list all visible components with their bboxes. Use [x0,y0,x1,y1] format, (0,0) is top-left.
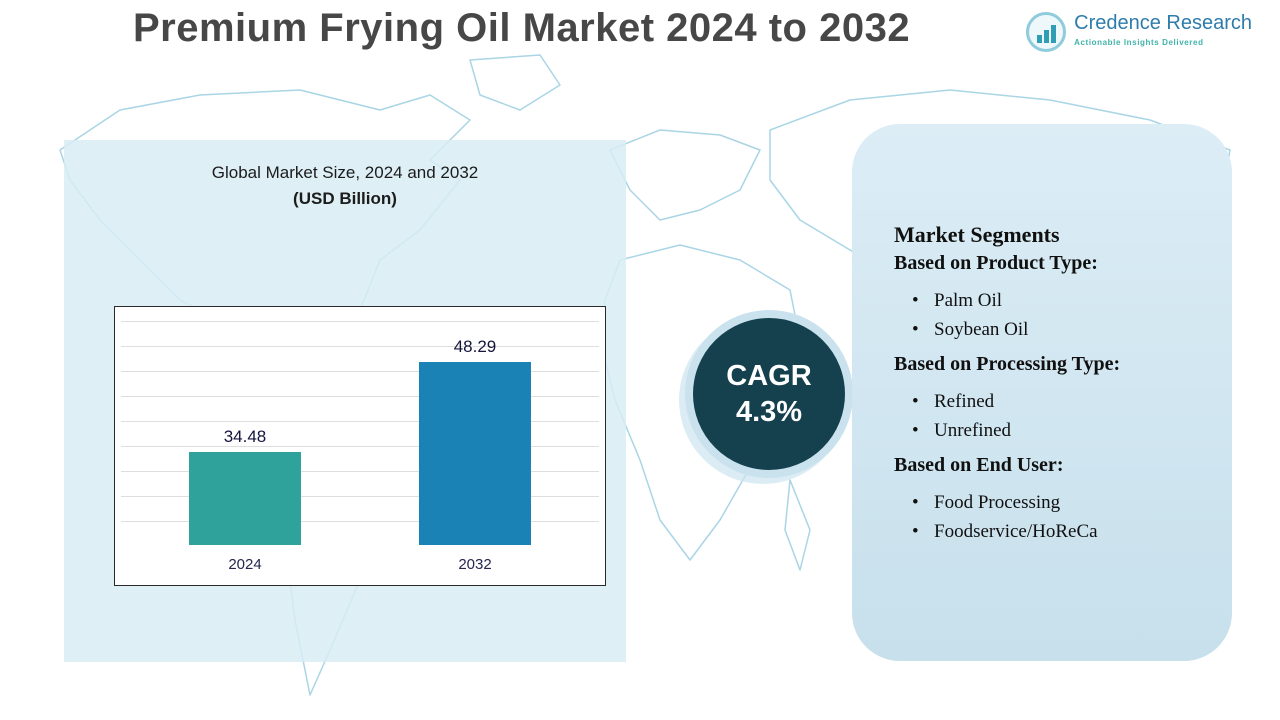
segment-item: Refined [894,387,1206,416]
logo-bar-icon [1050,25,1056,43]
segment-item: Foodservice/HoReCa [894,517,1206,546]
segment-item: Food Processing [894,488,1206,517]
x-axis-label-2024: 2024 [228,556,262,573]
segment-list-end-user: Food Processing Foodservice/HoReCa [894,488,1206,546]
segment-item: Palm Oil [894,286,1206,315]
x-axis-label-2032: 2032 [458,556,492,573]
bar-chart-logo-icon [1026,12,1067,52]
bar-value-label: 48.29 [453,337,497,356]
logo-text: Credence Research Actionable Insights De… [1074,12,1252,47]
bar-value-label: 34.48 [223,427,267,446]
logo-name: Credence Research [1074,12,1252,34]
bar-2024 [189,452,301,545]
logo-bar-icon [1036,35,1042,43]
bar-2032 [419,362,531,545]
chart-subtitle-line1: Global Market Size, 2024 and 2032 [211,163,479,182]
chart-subtitle: Global Market Size, 2024 and 2032 (USD B… [64,160,626,212]
page-title: Premium Frying Oil Market 2024 to 2032 [133,6,911,50]
bar-group-2024: 34.48 2024 [189,427,301,573]
segment-list-product-type: Palm Oil Soybean Oil [894,286,1206,344]
logo-tagline: Actionable Insights Delivered [1074,38,1204,47]
cagr-value: 4.3% [735,396,803,428]
segment-heading-processing-type: Based on Processing Type: [894,353,1121,375]
cagr-label: CAGR [726,360,812,392]
segment-list-processing-type: Refined Unrefined [894,387,1206,445]
segment-heading-product-type: Based on Product Type: [894,252,1098,274]
credence-research-logo: Credence Research Actionable Insights De… [1026,12,1252,52]
chart-subtitle-line2: (USD Billion) [293,189,397,208]
bar-chart: 34.48 2024 48.29 2032 [114,306,606,586]
segments-title: Market Segments [894,222,1060,247]
segment-item: Soybean Oil [894,315,1206,344]
segment-heading-end-user: Based on End User: [894,454,1064,476]
cagr-badge: CAGR 4.3% [685,310,853,478]
market-segments-panel: Market Segments Based on Product Type: P… [852,124,1232,661]
bar-group-2032: 48.29 2032 [419,337,531,573]
segment-item: Unrefined [894,416,1206,445]
logo-bar-icon [1043,30,1049,43]
